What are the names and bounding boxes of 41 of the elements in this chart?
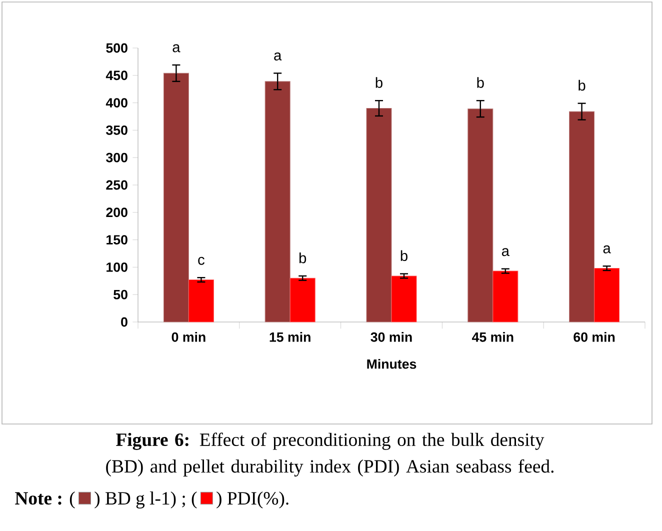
y-tick-label: 350	[106, 125, 128, 135]
y-tick-label: 150	[106, 235, 128, 245]
y-tick-label: 500	[106, 43, 128, 53]
bar	[188, 280, 214, 322]
bar	[163, 72, 189, 322]
y-tick-label: 200	[106, 208, 128, 218]
legend-label: ) PDI(%).	[216, 491, 288, 508]
annotation: a	[172, 44, 180, 52]
x-tick-label: 60 min	[574, 332, 615, 342]
annotation: b	[376, 77, 382, 88]
y-tick-label: 300	[106, 152, 128, 162]
bar	[391, 276, 417, 322]
x-tick-label: 45 min	[472, 332, 514, 342]
x-tick-label: 30 min	[370, 332, 412, 342]
annotation: a	[502, 248, 510, 256]
y-tick-label: 250	[106, 180, 128, 190]
annotation: b	[400, 250, 408, 262]
y-tick-label: 0	[121, 317, 128, 327]
bar	[468, 108, 494, 322]
y-tick-label: 450	[106, 70, 128, 80]
x-axis-title: Minutes	[367, 359, 416, 369]
y-tick-label: 50	[114, 290, 128, 300]
annotation: a	[274, 52, 282, 60]
x-tick-label: 0 min	[172, 332, 206, 342]
bar	[594, 268, 620, 322]
y-tick-label: 400	[106, 98, 128, 108]
text: Figure 6: Effect of preconditioning on the bulk density (BD) and pellet durability index (PDI) Asian seabass feed.	[106, 432, 554, 477]
annotation: b	[477, 77, 484, 88]
bar	[492, 270, 518, 322]
bar	[366, 108, 392, 322]
annotation: b	[578, 80, 586, 91]
legend-label: ) BD g l-1) ; (	[94, 491, 197, 508]
bar	[264, 81, 290, 322]
bar	[569, 111, 595, 322]
bar	[290, 278, 316, 322]
annotation: c	[198, 256, 204, 265]
annotation: b	[299, 252, 306, 264]
annotation: a	[603, 245, 611, 254]
y-tick-label: 100	[106, 262, 128, 272]
text: Note : (	[15, 491, 75, 508]
x-tick-label: 15 min	[270, 332, 310, 342]
